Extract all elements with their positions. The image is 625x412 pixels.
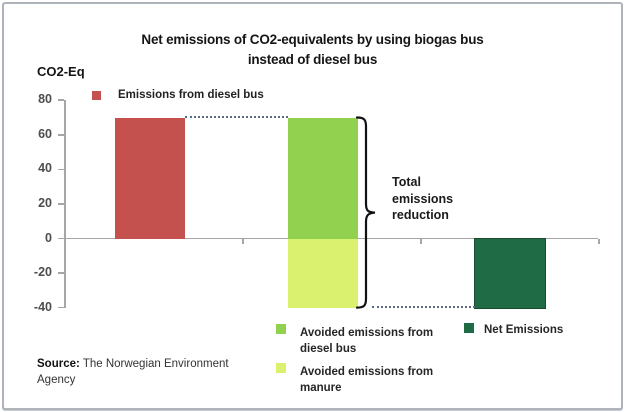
y-tick-label: -40 — [33, 299, 52, 314]
y-tick-label: 0 — [45, 230, 52, 245]
y-axis-line — [64, 100, 66, 308]
legend-label: Net Emissions — [484, 324, 564, 336]
source-text-line1: The Norwegian Environment — [79, 358, 229, 370]
bar-avoided-emissions-from-diesel-bus — [288, 117, 358, 239]
annotation-line1: Total — [392, 175, 421, 189]
y-tick-label: 20 — [38, 195, 52, 210]
source-note: Source: The Norwegian Environment Agency — [37, 356, 229, 388]
y-tick-label: 40 — [38, 161, 52, 176]
legend-label: Avoided emissions from manure — [300, 366, 434, 394]
legend-swatch-diesel-red — [92, 90, 101, 100]
y-tick-label: 60 — [38, 126, 52, 141]
x-axis-tick — [598, 238, 600, 244]
y-axis-tick — [58, 99, 64, 101]
legend-swatch — [276, 363, 286, 373]
y-axis-tick — [58, 203, 64, 205]
y-axis-tick — [58, 306, 64, 309]
chart-title: Net emissions of CO2-equivalents by usin… — [4, 30, 621, 70]
legend-diesel-emissions: Emissions from diesel bus — [92, 89, 264, 101]
source-prefix: Source: — [37, 358, 80, 370]
y-tick-label: -20 — [33, 265, 52, 280]
annotation-line3: reduction — [392, 208, 449, 222]
chart-title-line1: Net emissions of CO2-equivalents by usin… — [141, 32, 484, 47]
y-axis-unit-label: CO2-Eq — [37, 64, 85, 79]
x-axis-tick — [420, 238, 422, 244]
annotation-total-emissions-reduction: Total emissions reduction — [392, 174, 453, 224]
chart-title-line2: instead of diesel bus — [247, 52, 378, 67]
bar-emissions-from-diesel-bus — [115, 117, 185, 239]
y-tick-label: 80 — [38, 92, 52, 107]
annotation-line2: emissions — [392, 191, 454, 206]
bar-net-emissions — [474, 237, 546, 309]
dotted-connector-line — [185, 116, 288, 118]
y-axis-tick — [58, 237, 64, 240]
y-axis-tick — [58, 272, 64, 274]
bar-avoided-emissions-from-manure — [288, 238, 358, 308]
legend-label: Avoided emissions from diesel bus — [300, 327, 434, 355]
x-axis-tick — [242, 238, 244, 244]
source-text-line2: Agency — [37, 374, 76, 386]
legend-swatch — [464, 323, 474, 333]
legend-label-diesel: Emissions from diesel bus — [118, 89, 264, 101]
total-reduction-bracket — [355, 116, 376, 309]
dotted-connector-line — [372, 306, 475, 309]
legend-swatch — [276, 324, 286, 334]
y-axis-tick — [58, 134, 64, 136]
y-axis-tick — [58, 168, 64, 171]
